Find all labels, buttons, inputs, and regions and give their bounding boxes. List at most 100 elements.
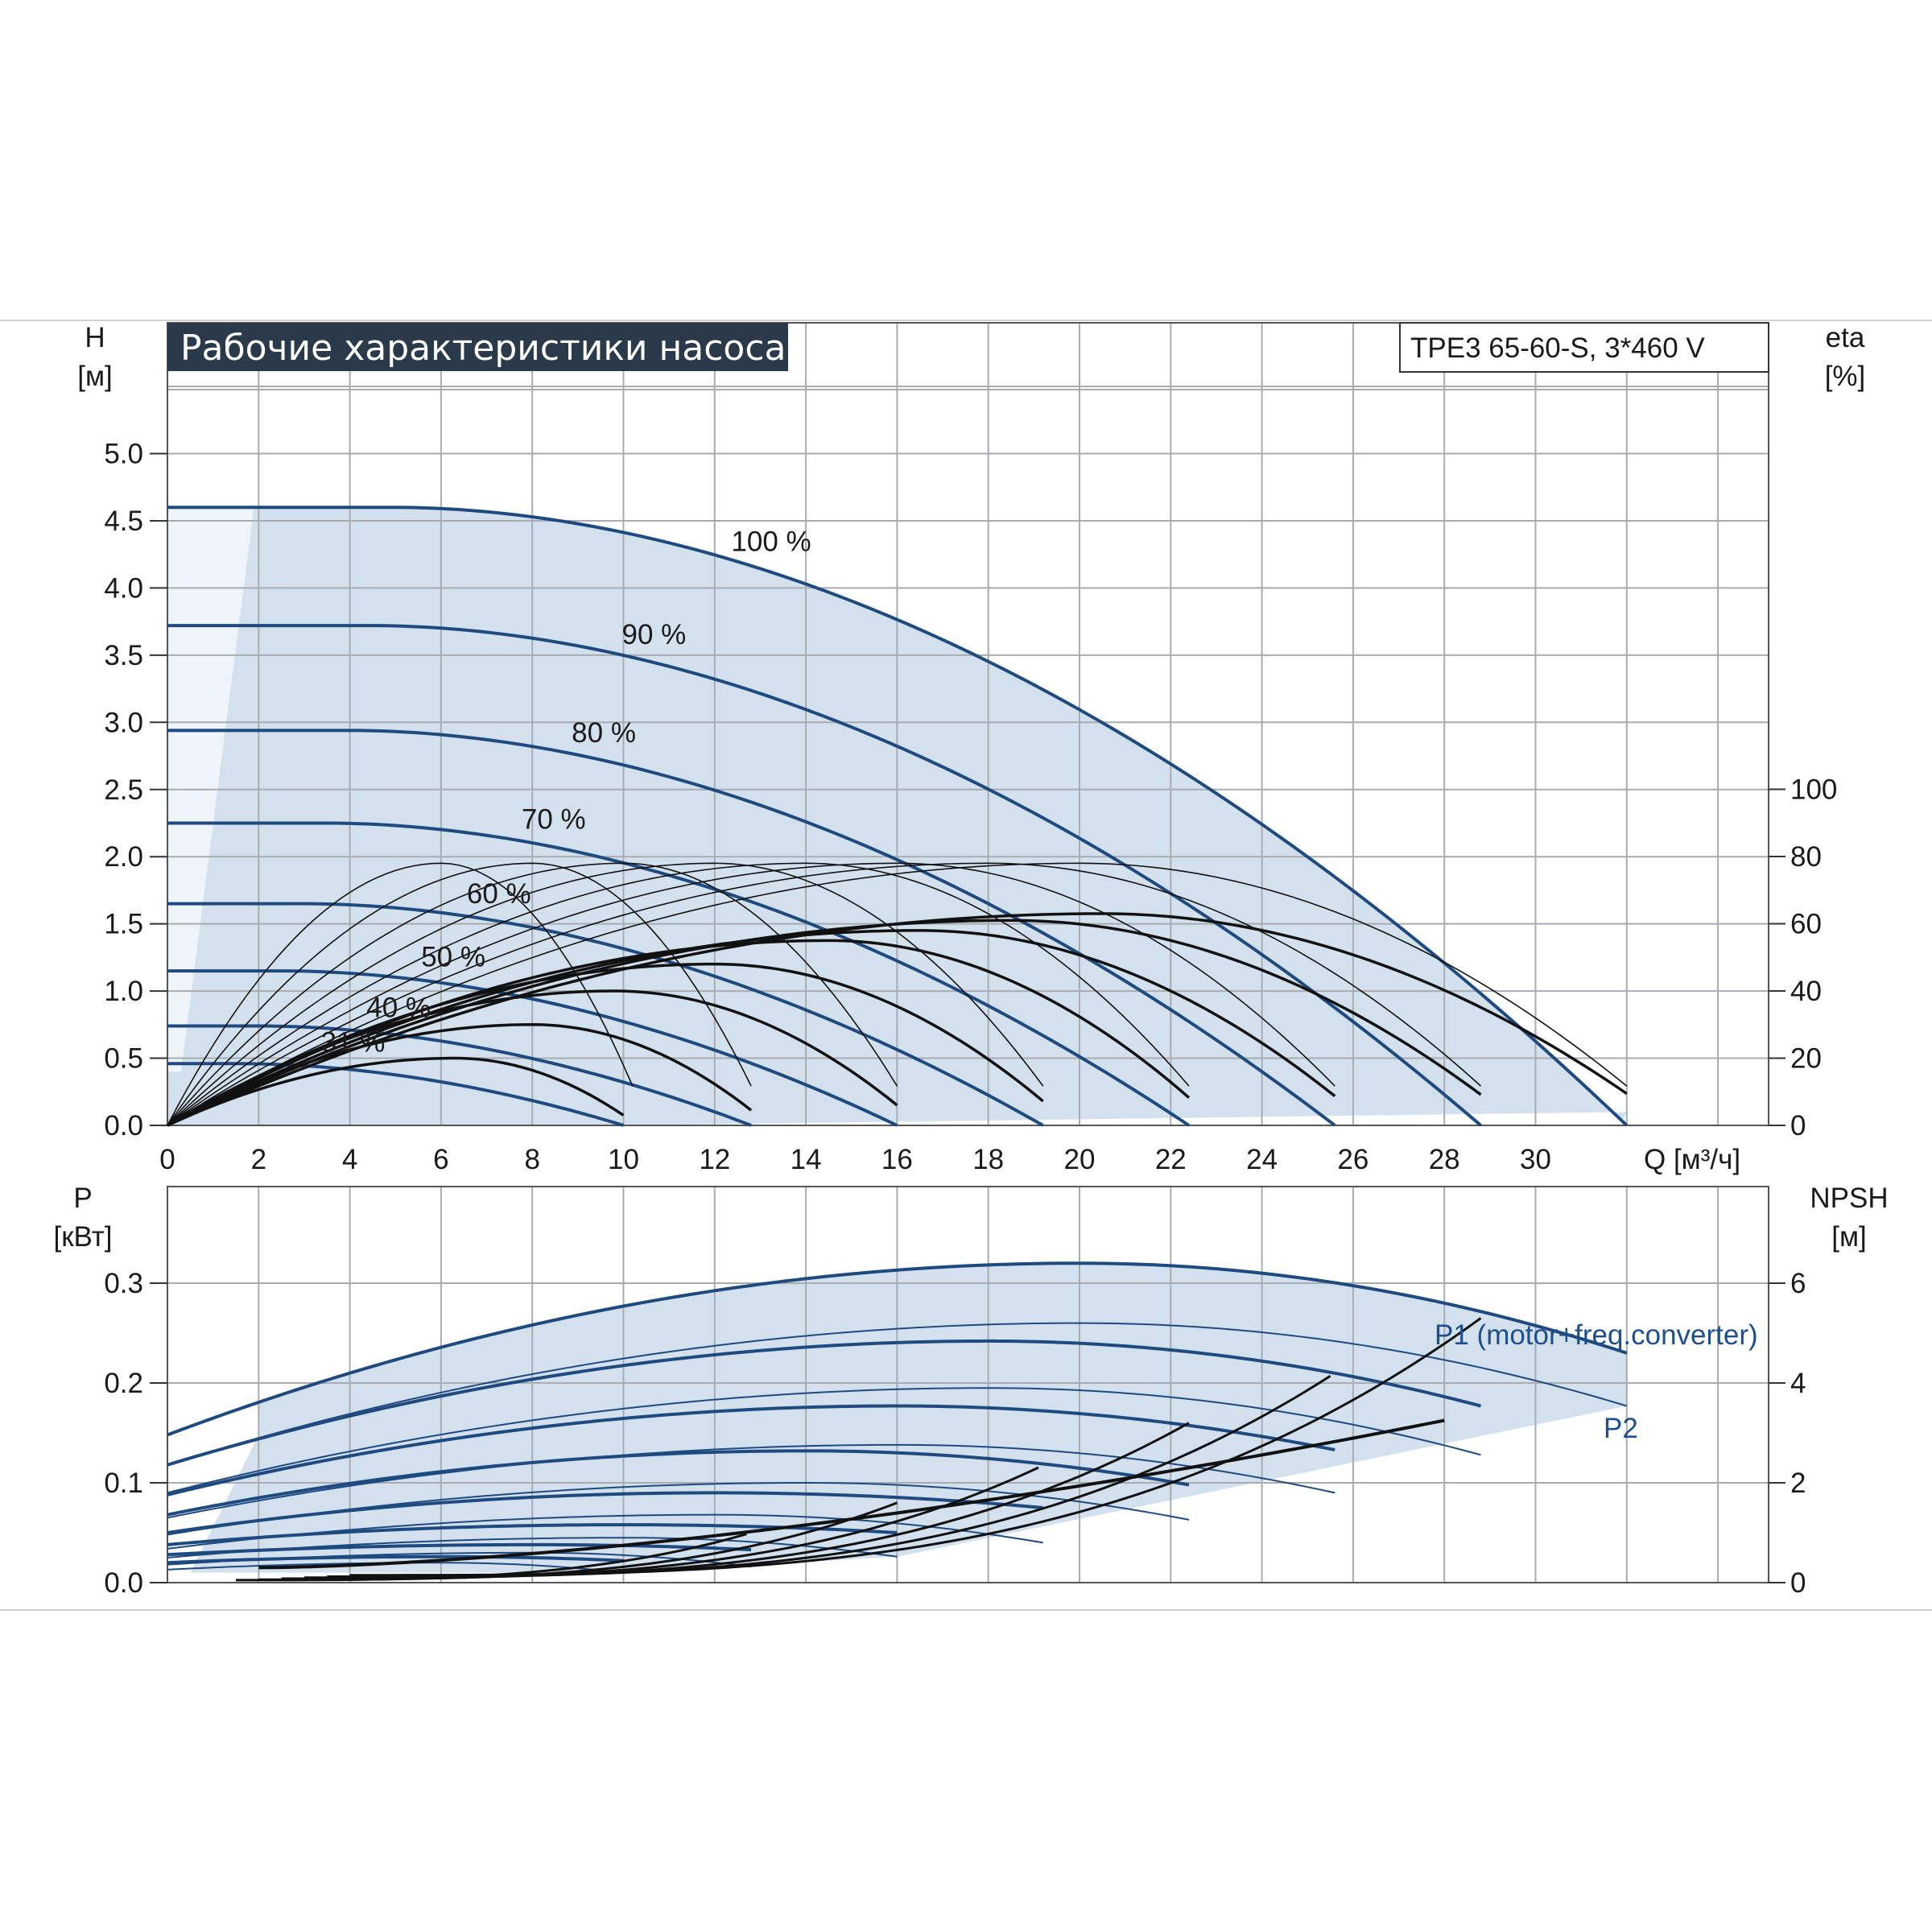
npsh-axis-unit: [м] — [1831, 1221, 1867, 1253]
efficiency-curve — [167, 929, 1336, 1127]
chart-title-box — [167, 323, 788, 371]
eta-axis-unit: [%] — [1825, 361, 1866, 392]
efficiency-curve-thin — [167, 862, 1190, 1126]
p1-curve — [167, 1449, 1190, 1517]
eta-axis-title: eta — [1826, 322, 1865, 353]
efficiency-curve-thin — [167, 862, 898, 1126]
power-tick-label: 0.3 — [104, 1268, 143, 1299]
head-tick-label: 0.0 — [104, 1110, 143, 1141]
eta-tick-label: 60 — [1790, 909, 1822, 940]
head-tick-label: 3.5 — [104, 640, 143, 671]
head-tick-label: 1.0 — [104, 976, 143, 1007]
npsh-curve — [235, 1533, 747, 1582]
chart-title: Рабочие характеристики насоса — [180, 328, 786, 369]
power-chart: 0.0 0.1 0.2 0.3 0 2 4 6 — [104, 1186, 1806, 1599]
flow-tick-label: 14 — [791, 1144, 822, 1175]
head-tick-label: 4.5 — [104, 506, 143, 537]
flow-tick-label: 6 — [433, 1144, 448, 1175]
head-grid — [167, 322, 1769, 1126]
flow-axis-label: Q [м³/ч] — [1644, 1144, 1740, 1175]
model-label: TPE3 65-60-S, 3*460 V — [1410, 332, 1705, 364]
speed-curve-70 — [167, 821, 1191, 1127]
speed-label: 31 % — [321, 1027, 386, 1059]
flow-tick-label: 8 — [524, 1144, 539, 1175]
p1-curve — [167, 1261, 1628, 1437]
head-tick-label: 2.0 — [104, 841, 143, 873]
speed-label: 70 % — [522, 803, 586, 835]
p2-curve — [167, 1387, 1481, 1494]
speed-label: 90 % — [621, 619, 686, 650]
efficiency-curve-thin — [167, 862, 752, 1126]
speed-curve-60 — [167, 902, 1044, 1127]
p1-curve — [167, 1404, 1335, 1496]
head-tick-label: 3.0 — [104, 707, 143, 738]
p2-curve — [167, 1443, 1335, 1519]
eta-tick-label: 100 — [1790, 774, 1837, 806]
head-plot-frame — [167, 322, 1769, 1126]
speed-curve-90 — [167, 624, 1482, 1127]
speed-curve-80 — [167, 729, 1336, 1127]
npsh-tick-label: 0 — [1790, 1567, 1806, 1599]
power-tick-label: 0.0 — [104, 1567, 143, 1599]
power-axis-title: P — [73, 1183, 92, 1214]
head-tick-label: 0.5 — [104, 1043, 143, 1075]
power-tick-label: 0.1 — [104, 1468, 143, 1499]
speed-label: 50 % — [421, 941, 485, 972]
eta-tick-label: 80 — [1790, 841, 1822, 873]
eta-tick-label: 40 — [1790, 976, 1822, 1007]
npsh-tick-label: 4 — [1790, 1368, 1806, 1399]
flow-tick-label: 2 — [251, 1144, 266, 1175]
p1-curve — [167, 1554, 624, 1565]
npsh-axis-title: NPSH — [1810, 1183, 1888, 1214]
flow-tick-label: 18 — [972, 1144, 1004, 1175]
efficiency-curves — [167, 862, 1628, 1127]
power-axis-unit: [кВт] — [54, 1221, 113, 1253]
p2-curve — [167, 1322, 1628, 1466]
npsh-tick-label: 6 — [1790, 1268, 1806, 1299]
speed-curve-100 — [167, 506, 1629, 1127]
flow-tick-label: 22 — [1155, 1144, 1187, 1175]
p1-curve — [167, 1339, 1482, 1467]
flow-tick-label: 20 — [1064, 1144, 1096, 1175]
flow-tick-label: 10 — [608, 1144, 639, 1175]
flow-tick-label: 30 — [1520, 1144, 1551, 1175]
speed-label: 40 % — [366, 992, 431, 1023]
p1-curve — [167, 1491, 1043, 1534]
npsh-curves — [235, 1317, 1482, 1582]
head-curves — [167, 506, 1629, 1127]
speed-label: 80 % — [572, 717, 636, 749]
speed-curve-50 — [167, 969, 898, 1127]
efficiency-curve-thin — [167, 862, 1628, 1126]
efficiency-curve — [167, 1056, 625, 1127]
efficiency-curve-thin — [167, 862, 1482, 1126]
efficiency-curve — [167, 919, 1482, 1127]
flow-tick-label: 12 — [699, 1144, 730, 1175]
p2-series-label: P2 — [1604, 1413, 1638, 1444]
flow-tick-label: 0 — [159, 1144, 175, 1175]
speed-label: 100 % — [731, 526, 811, 557]
flow-tick-label: 16 — [881, 1144, 913, 1175]
power-tick-label: 0.2 — [104, 1368, 143, 1399]
head-tick-label: 5.0 — [104, 439, 143, 470]
efficiency-curve — [167, 1022, 753, 1127]
speed-curve-31 — [167, 1062, 625, 1127]
eta-tick-label: 20 — [1790, 1043, 1822, 1075]
power-plot-frame — [167, 1186, 1769, 1583]
head-axes: 0.00.51.01.52.02.53.03.54.04.55.00204060… — [104, 439, 1837, 1176]
flow-tick-label: 26 — [1337, 1144, 1368, 1175]
efficiency-curve — [167, 989, 898, 1127]
speed-labels: 100 % 90 % 80 % 70 % 60 % 50 % 40 % 31 % — [321, 526, 811, 1058]
p1-curve — [167, 1542, 752, 1557]
flow-tick-label: 28 — [1429, 1144, 1460, 1175]
p1-series-label: P1 (motor+freq.converter) — [1435, 1319, 1758, 1351]
eta-tick-label: 0 — [1790, 1110, 1806, 1141]
power-axes: 0.0 0.1 0.2 0.3 0 2 4 6 — [104, 1268, 1806, 1599]
speed-label: 60 % — [467, 878, 531, 910]
flow-tick-label: 24 — [1246, 1144, 1278, 1175]
head-tick-label: 4.0 — [104, 572, 143, 604]
head-tick-label: 2.5 — [104, 774, 143, 806]
npsh-tick-label: 2 — [1790, 1468, 1806, 1499]
head-chart: 0.00.51.01.52.02.53.03.54.04.55.00204060… — [104, 322, 1837, 1176]
head-tick-label: 1.5 — [104, 909, 143, 940]
